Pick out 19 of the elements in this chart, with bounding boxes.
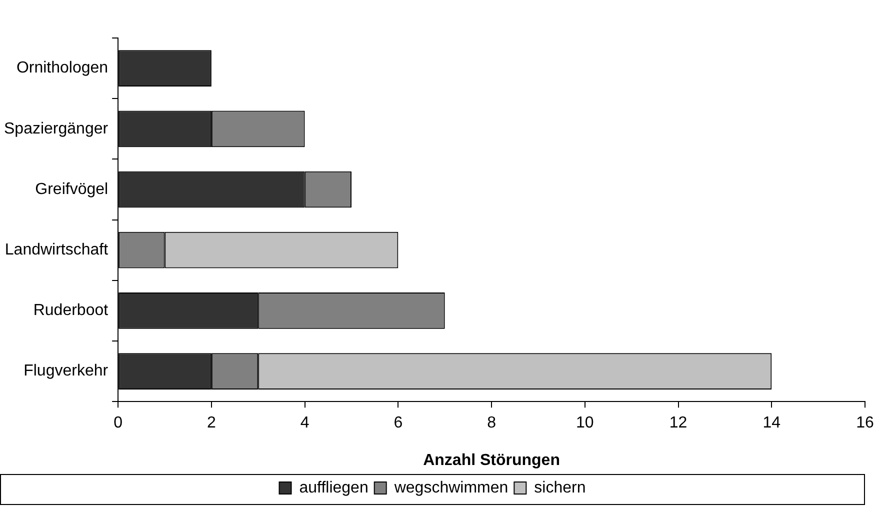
x-tick-label: 14 xyxy=(762,414,781,432)
x-tick-label: 16 xyxy=(856,414,874,432)
y-tick-label: Greifvögel xyxy=(35,180,108,198)
y-tick-label: Ornithologen xyxy=(16,60,108,77)
x-axis-title: Anzahl Störungen xyxy=(423,452,560,469)
y-tick-label: Landwirtschaft xyxy=(4,242,109,259)
x-tick-label: 10 xyxy=(576,414,594,432)
y-tick-label: Ruderboot xyxy=(33,302,109,320)
legend-label: auffliegen xyxy=(299,479,368,496)
x-tick-label: 0 xyxy=(114,414,123,432)
y-tick-label: Spaziergänger xyxy=(4,120,109,138)
legend-label: wegschwimmen xyxy=(393,479,508,496)
x-tick-label: 2 xyxy=(206,414,216,432)
x-tick-label: 6 xyxy=(394,414,403,432)
x-tick-label: 4 xyxy=(300,414,310,432)
y-tick-label: Flugverkehr xyxy=(24,362,109,380)
x-tick-label: 8 xyxy=(487,414,496,432)
x-tick-label: 12 xyxy=(669,414,688,432)
legend-label: sichern xyxy=(534,479,586,496)
